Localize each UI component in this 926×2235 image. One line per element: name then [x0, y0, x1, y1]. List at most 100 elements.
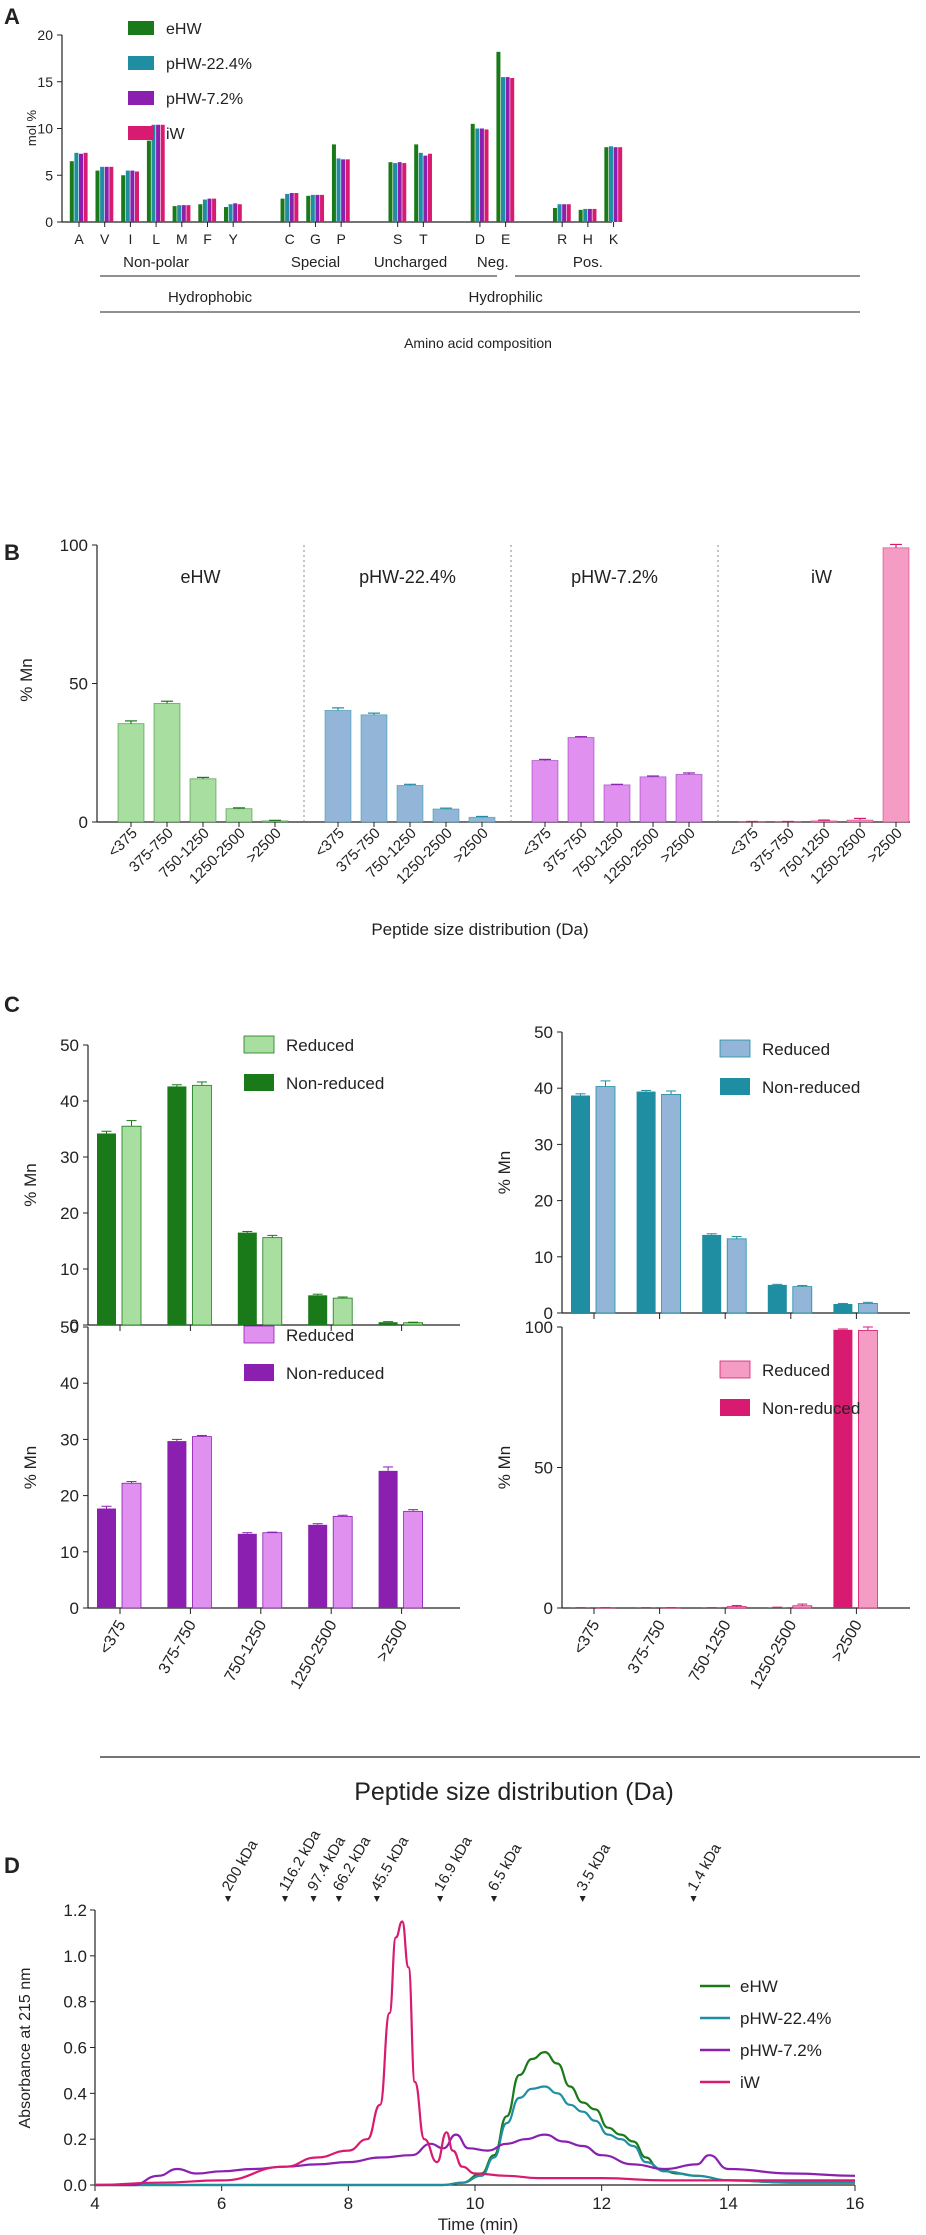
section-title-phw-7-2: pHW-7.2%: [571, 567, 658, 587]
bar-phw-7-2-l: [156, 124, 161, 222]
bar-reduced-2500: [403, 1510, 424, 1609]
panel-letter-d: D: [4, 1853, 20, 1878]
bar-non-reduced-1250-2500: [308, 1524, 328, 1608]
x-tick-label-y: Y: [229, 231, 239, 247]
legend-label-non-reduced: Non-reduced: [286, 1074, 384, 1093]
y-tick-label: 0.8: [63, 1993, 87, 2012]
bar-phw-7-2-m: [181, 205, 186, 222]
x-tick-label: 8: [344, 2194, 353, 2213]
subgroup-label-uncharged: Uncharged: [374, 254, 447, 271]
y-tick-label: 5: [45, 167, 53, 183]
y-axis-label: Absorbance at 215 nm: [17, 1968, 34, 2129]
x-tick-label-375: <375: [571, 1617, 604, 1657]
x-tick-label-r: R: [557, 231, 567, 247]
bar-phw-7-2-750-1250: [603, 784, 631, 823]
legend-swatch-iw: [128, 126, 154, 140]
bar-ehw-e: [496, 51, 501, 222]
legend-swatch-phw-7-2: [128, 91, 154, 105]
bar-iw-a: [83, 152, 88, 222]
bar-non-reduced-2500: [378, 1322, 398, 1325]
x-tick-label-2500: >2500: [829, 1617, 866, 1665]
legend-label-phw-7-2: pHW-7.2%: [740, 2041, 822, 2060]
bar-ehw-d: [470, 123, 475, 222]
bar-ehw-k: [604, 147, 609, 222]
bar-non-reduced-750-1250: [237, 1533, 257, 1608]
bar-ehw-h: [578, 209, 583, 222]
bar-iw-2500: [882, 547, 910, 823]
y-tick-label: 20: [37, 27, 53, 43]
panel-letter-c: C: [4, 992, 20, 1017]
bar-iw-i: [135, 171, 139, 222]
bar-phw-7-2-1250-2500: [639, 776, 667, 823]
bar-iw-f: [212, 198, 217, 222]
x-tick-label-1250-2500: 1250-2500: [288, 1617, 341, 1692]
bar-phw-7-2-r: [562, 204, 567, 222]
bar-phw-22-4-1250-2500: [432, 808, 460, 823]
x-tick-label-e: E: [501, 231, 510, 247]
bar-iw-c: [294, 193, 299, 222]
bar-iw-g: [320, 194, 325, 222]
bar-reduced-750-1250: [262, 1532, 283, 1609]
bar-iw-v: [109, 166, 114, 222]
marker-arrow: [282, 1896, 288, 1902]
subgroup-label-neg: Neg.: [477, 254, 509, 271]
x-tick-label: 16: [846, 2194, 865, 2213]
subgroup-label-pos: Pos.: [573, 254, 603, 271]
x-tick-label: 14: [719, 2194, 738, 2213]
y-tick-label: 50: [534, 1023, 553, 1042]
y-tick-label: 40: [60, 1092, 79, 1111]
legend-swatch-non-reduced: [720, 1078, 750, 1095]
bar-reduced-2500: [858, 1303, 878, 1314]
marker-label-3-5-kda: 3.5 kDa: [573, 1840, 614, 1894]
bar-phw-22-4-375: [324, 709, 352, 823]
y-tick-label: 1.2: [63, 1901, 87, 1920]
bar-reduced-375: [121, 1482, 142, 1609]
bar-reduced-2500: [403, 1322, 424, 1326]
series-line-phw-22-4: [94, 2085, 855, 2187]
x-tick-label-750-1250: 750-1250: [222, 1617, 271, 1684]
bar-non-reduced-375: [571, 1095, 590, 1313]
legend-swatch-reduced: [243, 1325, 275, 1344]
bar-reduced-375: [121, 1125, 142, 1326]
legend-label-reduced: Reduced: [762, 1361, 830, 1380]
bar-non-reduced-750-1250: [237, 1232, 257, 1325]
bar-iw-h: [592, 208, 597, 222]
bar-reduced-750-1250: [726, 1606, 747, 1609]
bar-ehw-i: [121, 175, 126, 222]
y-tick-label: 10: [60, 1260, 79, 1279]
x-tick-label-375-750: 375-750: [156, 1617, 200, 1676]
bar-reduced-375-750: [191, 1084, 212, 1326]
x-tick-label-k: K: [609, 231, 619, 247]
legend-label-reduced: Reduced: [286, 1326, 354, 1345]
series-line-phw-7-2: [94, 2133, 856, 2187]
marker-label-45-5-kda: 45.5 kDa: [368, 1833, 413, 1894]
x-tick-label-2500: >2500: [657, 825, 699, 867]
bar-ehw-t: [414, 144, 419, 222]
x-axis-label: Peptide size distribution (Da): [371, 920, 588, 939]
y-tick-label: 100: [60, 536, 88, 555]
y-tick-label: 0.0: [63, 2176, 87, 2195]
bar-non-reduced-375-750: [167, 1086, 187, 1325]
bar-iw-l: [160, 124, 165, 222]
bar-phw-22-4-m: [177, 205, 182, 222]
bar-reduced-2500: [858, 1329, 878, 1609]
x-axis-label: Amino acid composition: [404, 335, 552, 351]
section-title-ehw: eHW: [181, 567, 221, 587]
bar-phw-7-2-375-750: [567, 737, 595, 823]
x-tick-label-a: A: [74, 231, 84, 247]
bar-ehw-m: [172, 206, 177, 222]
marker-label-200-kda: 200 kDa: [219, 1837, 262, 1894]
bar-phw-7-2-p: [341, 159, 346, 222]
legend-label-non-reduced: Non-reduced: [762, 1078, 860, 1097]
x-tick-label-750-1250: 750-1250: [686, 1617, 735, 1684]
bar-ehw-g: [306, 195, 311, 222]
bar-phw-7-2-t: [423, 155, 428, 222]
bar-phw-22-4-e: [501, 77, 506, 222]
y-tick-label: 0.2: [63, 2130, 87, 2149]
bar-ehw-375-750: [153, 703, 181, 823]
y-tick-label: 0: [544, 1304, 553, 1323]
y-tick-label: 0: [70, 1316, 79, 1335]
x-tick-label-l: L: [152, 231, 160, 247]
